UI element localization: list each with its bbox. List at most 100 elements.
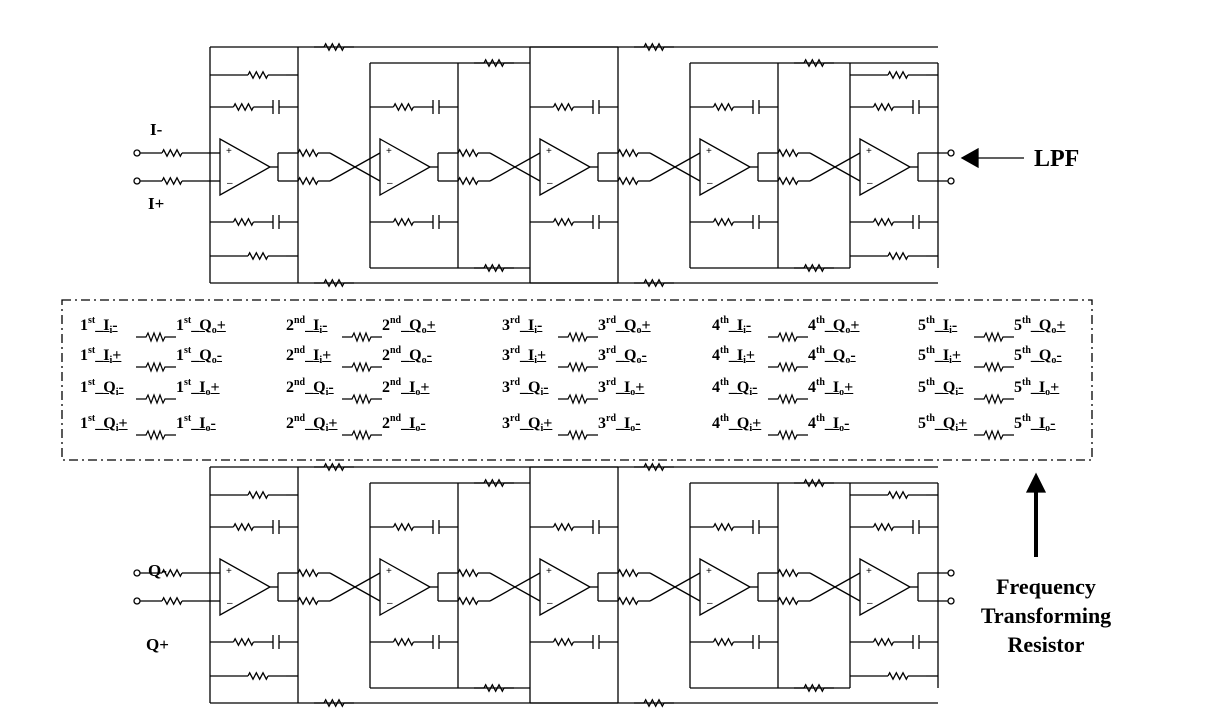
terminal: [133, 149, 141, 157]
plus-sign: +: [546, 566, 552, 577]
plus-sign: +: [706, 566, 712, 577]
mapping-output-term: 3rd_Io-: [598, 413, 641, 434]
resistor: [887, 671, 909, 681]
resistor: [297, 148, 319, 158]
mapping-input-term: 3rd_Ii+: [502, 345, 547, 366]
mapping-input-term: 1st_Qi-: [80, 377, 124, 398]
mapping-output-term: 1st_Qo-: [176, 345, 223, 366]
mapping-output-term: 1st_Qo+: [176, 315, 226, 336]
mapping-input-term: 1st_Ii+: [80, 345, 122, 366]
input-label-i-minus: I-: [150, 120, 163, 139]
wire: [329, 572, 381, 602]
resistor: [323, 698, 345, 708]
mapping-resistor: [136, 331, 176, 343]
mapping-resistor: [974, 429, 1014, 441]
resistor: [161, 568, 183, 578]
resistor: [552, 522, 575, 532]
resistor: [392, 102, 415, 112]
resistor: [617, 176, 639, 186]
input-label-q-plus: Q+: [146, 635, 169, 654]
plus-sign: +: [386, 146, 392, 157]
resistor: [872, 637, 895, 647]
mapping-input-term: 4th_Ii+: [712, 345, 756, 366]
opamp: +–: [379, 137, 432, 197]
wire: [649, 152, 701, 182]
resistor: [483, 683, 505, 693]
resistor: [323, 278, 345, 288]
terminal: [947, 569, 955, 577]
resistor: [323, 42, 345, 52]
freq-label-line-3: Resistor: [1007, 632, 1085, 657]
resistor: [887, 251, 909, 261]
minus-sign: –: [547, 598, 553, 609]
mapping-resistor: [558, 393, 598, 405]
minus-sign: –: [227, 178, 233, 189]
minus-sign: –: [867, 598, 873, 609]
opamp-triangle: [699, 557, 752, 617]
resistor: [247, 70, 269, 80]
plus-sign: +: [226, 146, 232, 157]
resistor: [457, 596, 479, 606]
resistor: [777, 568, 799, 578]
mapping-output-term: 2nd_Qo+: [382, 315, 436, 336]
resistor: [552, 217, 575, 227]
opamp-triangle: [699, 137, 752, 197]
mapping-resistor: [768, 361, 808, 373]
resistor: [457, 568, 479, 578]
resistor: [232, 217, 255, 227]
terminal: [133, 177, 141, 185]
mapping-resistor: [768, 331, 808, 343]
resistor: [712, 637, 735, 647]
mapping-input-term: 1st_Qi+: [80, 413, 128, 434]
resistor: [777, 596, 799, 606]
mapping-input-term: 5th_Qi+: [918, 413, 968, 434]
mapping-input-term: 5th_Qi-: [918, 377, 964, 398]
mapping-input-term: 2nd_Ii-: [286, 315, 328, 336]
mapping-resistor: [342, 393, 382, 405]
minus-sign: –: [867, 178, 873, 189]
opamp-triangle: [219, 557, 272, 617]
resistor: [232, 637, 255, 647]
plus-sign: +: [546, 146, 552, 157]
mapping-input-term: 5th_Ii-: [918, 315, 958, 336]
opamp: +–: [539, 137, 592, 197]
mapping-resistor: [342, 429, 382, 441]
terminal: [947, 177, 955, 185]
opamp: +–: [699, 137, 752, 197]
mapping-output-term: 5th_Io+: [1014, 377, 1060, 398]
mapping-resistor: [136, 393, 176, 405]
resistor: [247, 490, 269, 500]
mapping-output-term: 3rd_Qo-: [598, 345, 647, 366]
mapping-output-term: 3rd_Io+: [598, 377, 645, 398]
resistor: [887, 70, 909, 80]
freq-label-line-2: Transforming: [980, 603, 1112, 628]
mapping-output-term: 3rd_Qo+: [598, 315, 651, 336]
mapping-output-term: 4th_Io+: [808, 377, 854, 398]
resistor: [617, 596, 639, 606]
opamp-triangle: [539, 557, 592, 617]
resistor: [483, 263, 505, 273]
resistor: [552, 637, 575, 647]
opamp-triangle: [379, 137, 432, 197]
input-label-q-minus: Q-: [148, 561, 167, 580]
mapping-input-term: 2nd_Qi-: [286, 377, 334, 398]
resistor: [803, 683, 825, 693]
mapping-resistor: [342, 361, 382, 373]
terminal: [133, 597, 141, 605]
resistor: [803, 263, 825, 273]
input-label-i-plus: I+: [148, 194, 165, 213]
resistor: [161, 596, 183, 606]
opamp-triangle: [859, 557, 912, 617]
resistor: [887, 490, 909, 500]
resistor: [392, 637, 415, 647]
resistor: [643, 42, 665, 52]
resistor: [712, 217, 735, 227]
mapping-input-term: 2nd_Qi+: [286, 413, 338, 434]
resistor: [643, 462, 665, 472]
wire: [489, 152, 541, 182]
opamp: +–: [219, 557, 272, 617]
minus-sign: –: [547, 178, 553, 189]
freq-arrowhead: [1025, 472, 1047, 493]
mapping-input-term: 5th_Ii+: [918, 345, 962, 366]
resistor: [777, 148, 799, 158]
